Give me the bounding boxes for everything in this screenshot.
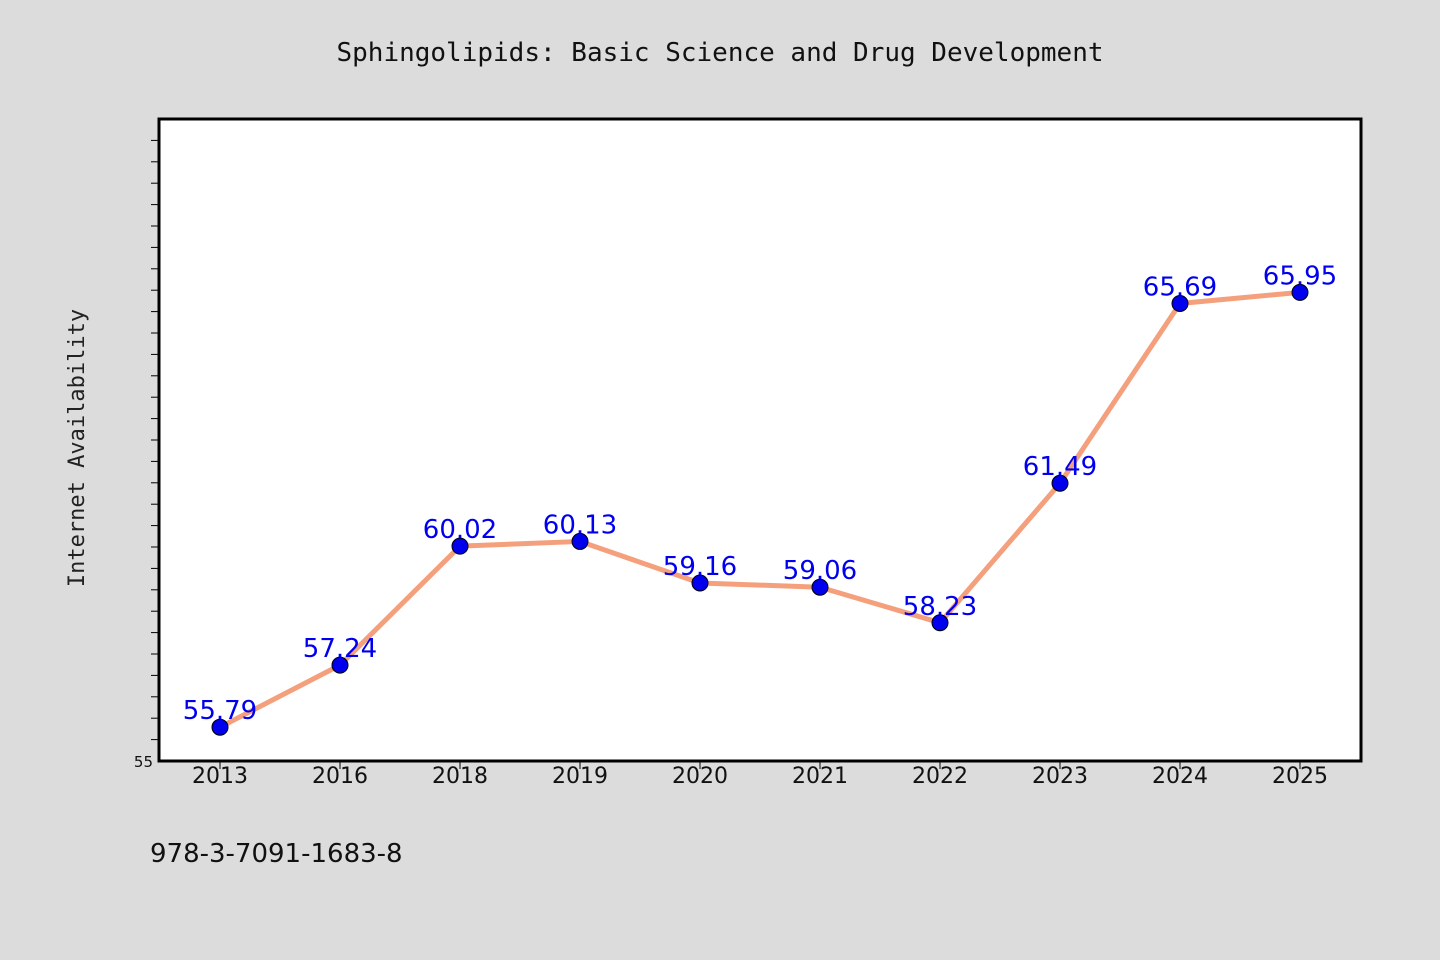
data-point (211, 718, 229, 736)
x-tick-label: 2016 (312, 764, 368, 789)
data-label: 60.02 (423, 515, 497, 545)
series-line (218, 289, 1301, 730)
isbn-footnote: 978-3-7091-1683-8 (150, 839, 403, 869)
data-point (1291, 283, 1309, 301)
y-axis-label: Internet Availability (65, 309, 90, 587)
x-axis-ticks: 2013 2016 2018 2019 2020 2021 2022 2023 2024 2025 (192, 761, 1328, 789)
data-label: 65.69 (1143, 272, 1217, 302)
data-label: 57.24 (303, 634, 377, 664)
x-tick-label: 2022 (912, 764, 968, 789)
data-label: 59.16 (663, 552, 737, 582)
x-tick-label: 2021 (792, 764, 848, 789)
chart-title: Sphingolipids: Basic Science and Drug De… (336, 38, 1103, 68)
data-point (811, 578, 829, 596)
x-tick-label: 2020 (672, 764, 728, 789)
data-point (931, 614, 949, 632)
data-label: 55.79 (183, 696, 257, 726)
plot-area (157, 117, 1363, 763)
y-tick-label: 55 (134, 753, 153, 771)
x-tick-label: 2023 (1032, 764, 1088, 789)
x-tick-label: 2025 (1272, 764, 1328, 789)
data-label: 58.23 (903, 592, 977, 622)
data-label: 59.06 (783, 556, 857, 586)
data-label: 61.49 (1023, 452, 1097, 482)
data-point (1051, 474, 1069, 492)
data-point (1171, 294, 1189, 312)
series-layer: 55.79 57.24 60.02 60.13 59.16 59.06 58.23 61.49… (183, 261, 1337, 736)
x-tick-label: 2019 (552, 764, 608, 789)
data-point (451, 537, 469, 555)
data-point (571, 532, 589, 550)
x-tick-label: 2018 (432, 764, 488, 789)
data-label: 60.13 (543, 510, 617, 540)
y-axis-ticks: 55 (134, 139, 159, 771)
x-tick-label: 2013 (192, 764, 248, 789)
x-tick-label: 2024 (1152, 764, 1208, 789)
data-label: 65.95 (1263, 261, 1337, 291)
data-point (331, 656, 349, 674)
data-point (691, 574, 709, 592)
